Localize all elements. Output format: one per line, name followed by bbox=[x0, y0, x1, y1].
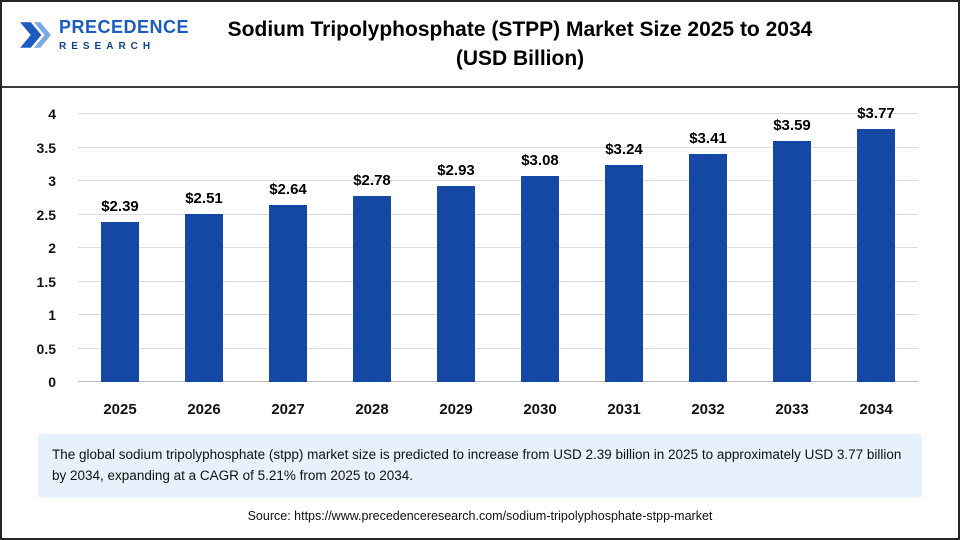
y-axis-tick-label: 1 bbox=[48, 307, 56, 323]
gridline bbox=[78, 213, 918, 215]
gridline bbox=[78, 314, 918, 315]
y-axis-tick-label: 2.5 bbox=[36, 206, 56, 223]
x-axis-tick-label: 2026 bbox=[187, 401, 221, 418]
gridline bbox=[78, 347, 918, 349]
y-axis: 0 0.5 1 1.5 2 2.5 3 3.5 4 bbox=[16, 107, 68, 389]
y-axis-tick-label: 3.5 bbox=[36, 139, 56, 156]
logo-subname: RESEARCH bbox=[59, 40, 156, 52]
bar bbox=[605, 164, 643, 382]
bar-column: $2.64 bbox=[246, 114, 330, 382]
bar bbox=[773, 141, 811, 382]
bar-chart: 0 0.5 1 1.5 2 2.5 3 3.5 4 $2.39 $2.51 $2.64 $2.78 $2… bbox=[16, 100, 932, 418]
page-title: Sodium Tripolyphosphate (STPP) Market Si… bbox=[108, 15, 853, 74]
gridline bbox=[78, 280, 918, 282]
bar bbox=[353, 195, 391, 382]
bar bbox=[269, 205, 307, 382]
bar-value-label: $2.93 bbox=[437, 161, 475, 179]
bar-column: $2.78 bbox=[330, 114, 414, 382]
x-axis-tick-label: 2025 bbox=[103, 401, 137, 418]
y-axis-tick-label: 1.5 bbox=[36, 273, 56, 290]
bar-value-label: $3.08 bbox=[521, 151, 559, 169]
bar-value-label: $2.78 bbox=[353, 171, 391, 189]
y-axis-tick-label: 4 bbox=[48, 106, 56, 122]
bar-column: $3.24 bbox=[582, 114, 666, 382]
gridline bbox=[78, 113, 918, 114]
x-axis: 2025 2026 2027 2028 2029 2030 2031 2032 2033 2034 bbox=[78, 390, 918, 418]
precedence-research-logo-icon bbox=[20, 22, 51, 48]
bar-value-label: $3.59 bbox=[773, 117, 811, 135]
bar-value-label: $2.39 bbox=[101, 197, 139, 215]
x-axis-tick-label: 2028 bbox=[355, 401, 389, 418]
bar-column: $3.59 bbox=[750, 114, 834, 382]
bar-column: $2.51 bbox=[162, 114, 246, 382]
x-axis-tick-label: 2031 bbox=[607, 401, 641, 418]
bar-value-label: $3.41 bbox=[689, 129, 727, 147]
bar bbox=[857, 129, 895, 382]
y-axis-tick-label: 2 bbox=[48, 240, 56, 256]
bar-value-label: $2.51 bbox=[185, 189, 223, 207]
bar-column: $2.93 bbox=[414, 114, 498, 382]
source-line: Source: https://www.precedenceresearch.c… bbox=[247, 508, 713, 523]
gridline bbox=[78, 247, 918, 248]
bar-column: $3.41 bbox=[666, 114, 750, 382]
logo: PRECEDENCE RESEARCH bbox=[18, 17, 190, 52]
summary-note-box: The global sodium tripolyphosphate (stpp… bbox=[38, 434, 922, 498]
bar bbox=[521, 175, 559, 382]
bar-column: $3.77 bbox=[834, 105, 918, 382]
gridline bbox=[78, 146, 918, 148]
page-title-line2: (USD Billion) bbox=[455, 47, 585, 70]
bar-column: $3.08 bbox=[498, 114, 582, 382]
bar-value-label: $3.24 bbox=[605, 140, 643, 158]
x-axis-tick-label: 2030 bbox=[523, 401, 557, 418]
plot-area: $2.39 $2.51 $2.64 $2.78 $2.93 $3.08 $3.24 $3.41… bbox=[78, 105, 918, 382]
x-axis-tick-label: 2032 bbox=[691, 401, 725, 418]
bar bbox=[185, 213, 223, 382]
y-axis-tick-label: 3 bbox=[48, 173, 56, 189]
bar-column: $2.39 bbox=[78, 114, 162, 382]
x-axis-tick-label: 2033 bbox=[775, 401, 809, 418]
bar-value-label: $3.77 bbox=[857, 105, 895, 123]
y-axis-tick-label: 0.5 bbox=[36, 340, 56, 357]
bar bbox=[689, 153, 727, 382]
x-axis-tick-label: 2029 bbox=[439, 401, 473, 418]
page-title-line1: Sodium Tripolyphosphate (STPP) Market Si… bbox=[227, 17, 813, 41]
gridline bbox=[78, 180, 918, 181]
logo-text: PRECEDENCE RESEARCH bbox=[59, 17, 190, 52]
bar bbox=[101, 221, 139, 382]
bar bbox=[437, 185, 475, 382]
x-axis-tick-label: 2027 bbox=[271, 401, 305, 418]
x-axis-line bbox=[78, 381, 918, 382]
x-axis-tick-label: 2034 bbox=[859, 401, 893, 418]
bars-container: $2.39 $2.51 $2.64 $2.78 $2.93 $3.08 $3.24 $3.41… bbox=[78, 105, 918, 382]
header: PRECEDENCE RESEARCH Sodium Tripolyphosph… bbox=[2, 2, 958, 88]
y-axis-tick-label: 0 bbox=[48, 374, 56, 390]
logo-name: PRECEDENCE bbox=[59, 17, 190, 38]
bar-value-label: $2.64 bbox=[269, 181, 307, 199]
summary-note-text: The global sodium tripolyphosphate (stpp… bbox=[52, 447, 902, 483]
